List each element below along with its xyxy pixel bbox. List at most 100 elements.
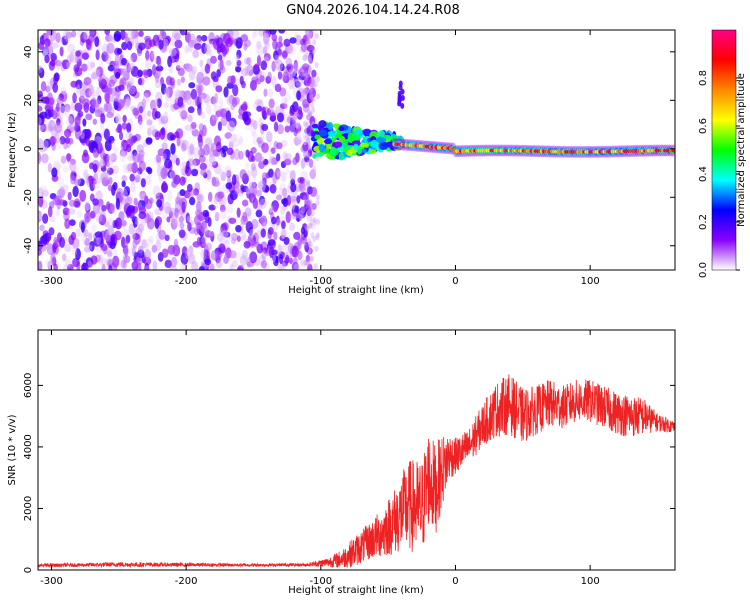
spectrogram-cell [306, 181, 311, 188]
spectrogram-cell [304, 241, 310, 253]
spectrogram-cell [91, 224, 97, 233]
spectrogram-cell [123, 189, 130, 197]
spectrogram-cell [171, 215, 178, 227]
spectrogram-cell [291, 245, 299, 258]
spectrogram-cell [197, 86, 202, 98]
spectrogram-cell [309, 205, 314, 212]
spectrogram-cell [88, 88, 96, 99]
spectrogram-cell [334, 134, 341, 139]
spectrogram-cell [72, 92, 77, 104]
spectrogram-cell [130, 52, 138, 63]
spectrogram-cell [284, 125, 291, 133]
spectrogram-cell [400, 102, 405, 109]
spectrogram-cell [69, 160, 77, 172]
spectrogram-cell [361, 148, 367, 153]
spectrogram-cell [167, 244, 176, 255]
spectrogram-cell [278, 253, 284, 265]
spectrogram-cell [219, 204, 226, 213]
spectrogram-cell [84, 201, 90, 212]
spectrogram-cell [96, 236, 101, 246]
spectrogram-cell [178, 215, 184, 223]
spectrogram-cell [306, 54, 311, 61]
spectrogram-cell [63, 103, 71, 113]
spectrogram-cell [68, 113, 75, 125]
spectrogram-cell [293, 59, 298, 72]
spectrogram-cell [38, 210, 42, 223]
spectrogram-cell [311, 96, 316, 103]
spectrogram-cell [79, 90, 86, 100]
spectrogram-cell [397, 100, 402, 107]
spectrogram-cell [62, 253, 67, 262]
spectrogram-cell [210, 250, 218, 261]
spectrogram-cell [233, 148, 241, 161]
spectrogram-cell [232, 30, 240, 40]
spectrogram-cell [216, 68, 222, 78]
spectrogram-x-tick-label: -200 [175, 276, 198, 287]
spectrogram-cell [224, 165, 232, 177]
spectrogram-cell [304, 133, 309, 140]
spectrogram-cell [105, 257, 114, 265]
spectrogram-cell [239, 75, 244, 86]
spectrogram-cell [198, 94, 204, 103]
spectrogram-cell [143, 265, 150, 270]
spectrogram-cell [131, 246, 136, 257]
spectrogram-cell [253, 30, 258, 37]
spectrogram-cell [236, 207, 241, 218]
spectrogram-cell [242, 211, 248, 223]
spectrogram-cell [262, 247, 268, 254]
spectrogram-cell [171, 30, 180, 39]
spectrogram-cell [93, 99, 101, 108]
spectrogram-cell [116, 187, 124, 200]
snr-x-axis: -300 -200 -100 0 100 [40, 330, 600, 587]
spectrogram-cell [188, 82, 196, 89]
snr-frame [37, 329, 676, 571]
spectrogram-cell [180, 252, 189, 265]
spectrogram-cell [255, 189, 262, 197]
spectrogram-cell [138, 245, 144, 254]
spectrogram-cell [50, 252, 56, 264]
spectrogram-cell [110, 153, 117, 163]
spectrogram-cell [201, 42, 208, 54]
spectrogram-cell [170, 217, 176, 227]
spectrogram-cell [46, 82, 52, 94]
spectrogram-cell [169, 96, 175, 108]
spectrogram-cell [200, 168, 207, 177]
spectrogram-cell [70, 158, 76, 165]
spectrogram-cell [137, 101, 145, 113]
spectrogram-cell [261, 106, 266, 118]
spectrogram-cell [204, 258, 212, 266]
spectrogram-cell [212, 75, 219, 83]
spectrogram-cell [85, 38, 92, 50]
spectrogram-cell [276, 41, 284, 48]
spectrogram-cell [107, 259, 114, 268]
spectrogram-cell [126, 41, 133, 51]
spectrogram-cell [266, 108, 271, 116]
spectrogram-cell [288, 79, 294, 90]
spectrogram-cell [305, 82, 310, 89]
spectrogram-cell [280, 205, 286, 216]
spectrogram-cell [202, 93, 211, 104]
spectrogram-cell [327, 130, 336, 137]
spectrogram-cell [187, 247, 194, 258]
spectrogram-cell [297, 130, 302, 141]
spectrogram-cell [127, 30, 136, 39]
spectrogram-cell [66, 263, 74, 270]
spectrogram-cell [308, 222, 313, 229]
spectrogram-cell [273, 203, 278, 212]
spectrogram-cell [104, 30, 111, 36]
spectrogram-cell [305, 254, 311, 263]
spectrogram-cell [219, 65, 226, 74]
spectrogram-cell [150, 51, 157, 61]
spectrogram-cell [311, 203, 317, 210]
spectrogram-cell [308, 199, 313, 206]
spectrogram-cell [61, 35, 69, 46]
spectrogram-cell [167, 189, 173, 202]
spectrogram-cell [260, 60, 268, 71]
spectrogram-cell [309, 218, 317, 226]
spectrogram-cell [217, 121, 222, 132]
spectrogram-cell [90, 72, 99, 80]
spectrogram-cell [99, 158, 105, 168]
spectrogram-cell [229, 263, 235, 270]
spectrogram-cell [313, 81, 318, 88]
